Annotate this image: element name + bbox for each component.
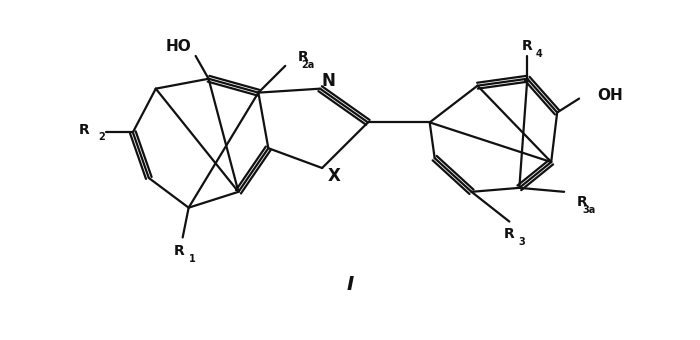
Text: R: R	[504, 227, 514, 241]
Text: R: R	[174, 244, 184, 258]
Text: 2a: 2a	[302, 60, 315, 70]
Text: R: R	[298, 50, 309, 64]
Text: N: N	[321, 72, 335, 90]
Text: 3: 3	[518, 237, 525, 248]
Text: OH: OH	[597, 88, 623, 103]
Text: X: X	[328, 167, 340, 185]
Text: I: I	[346, 275, 354, 293]
Text: R: R	[78, 123, 89, 137]
Text: 4: 4	[536, 49, 542, 59]
Text: R: R	[522, 39, 533, 53]
Text: R: R	[577, 195, 588, 209]
Text: HO: HO	[166, 38, 192, 53]
Text: 1: 1	[189, 254, 196, 264]
Text: 2: 2	[99, 132, 106, 142]
Text: 3a: 3a	[582, 205, 596, 215]
